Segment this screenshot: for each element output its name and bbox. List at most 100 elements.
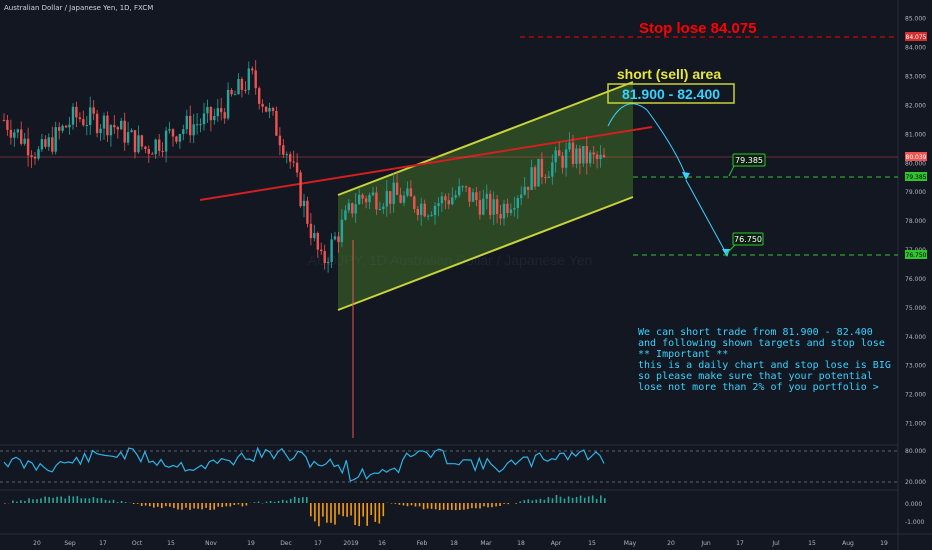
- rsi-tick-80: 80.000: [905, 448, 926, 455]
- price-tick-1: 84.000: [905, 45, 926, 52]
- candle-body: [195, 124, 199, 126]
- time-tick-13: Mar: [480, 540, 492, 547]
- macd-bar: [144, 503, 147, 506]
- time-tick-4: 15: [167, 540, 175, 547]
- candle-body: [320, 249, 323, 252]
- time-tick-10: 16: [378, 540, 386, 547]
- candle-body: [71, 106, 75, 125]
- candle-body: [599, 154, 602, 160]
- candle-body: [126, 132, 130, 143]
- candle-body: [416, 209, 419, 215]
- macd-pane[interactable]: 0.000 -1.000: [4, 495, 925, 527]
- target2-callout: 76.750: [725, 232, 764, 255]
- macd-bar: [4, 503, 6, 504]
- candle-body: [164, 130, 168, 152]
- note-line-5: this is a daily chart and stop lose is B…: [638, 360, 891, 371]
- candle-body: [499, 214, 502, 219]
- candle-body: [130, 130, 133, 133]
- macd-bar: [523, 500, 526, 503]
- macd-bar: [201, 503, 203, 510]
- macd-bar: [499, 503, 501, 506]
- macd-bar: [48, 497, 50, 503]
- macd-bar: [479, 503, 481, 509]
- candle-body: [168, 129, 171, 131]
- candle-body: [47, 137, 50, 147]
- candle-body: [209, 107, 213, 121]
- macd-bar: [12, 500, 14, 503]
- macd-bar: [112, 499, 115, 503]
- macd-bar: [455, 503, 457, 511]
- macd-histogram: [4, 495, 606, 527]
- candle-body: [213, 116, 216, 121]
- rsi-pane[interactable]: 80.000 20.000: [0, 446, 926, 486]
- macd-bar: [330, 503, 332, 523]
- target2-label: 76.750: [734, 235, 762, 244]
- stop-price-tag: 84.075: [905, 32, 927, 41]
- candle-body: [347, 203, 350, 211]
- ascending-channel: [338, 82, 633, 310]
- candle-body: [371, 192, 375, 196]
- macd-bar: [467, 503, 469, 510]
- time-tick-7: Dec: [280, 540, 292, 547]
- macd-bar: [108, 500, 111, 503]
- candle-body: [226, 90, 230, 119]
- candle-body: [306, 200, 309, 224]
- candle-body: [133, 130, 137, 153]
- time-axis[interactable]: 20 Sep 17 Oct 15 Nov 19 Dec 17 2019 16 Feb 18 Mar 18 Ap…: [33, 540, 888, 547]
- macd-bar: [237, 503, 240, 505]
- time-tick-20: 17: [736, 540, 744, 547]
- macd-bar: [559, 496, 562, 503]
- last-price-tag: 80.039: [905, 152, 927, 161]
- macd-bar: [495, 503, 497, 507]
- candle-body: [75, 106, 78, 118]
- macd-bar: [366, 503, 368, 526]
- macd-bar: [567, 496, 570, 503]
- candle-body: [337, 236, 340, 243]
- candle-body: [426, 215, 430, 217]
- macd-bar: [475, 503, 477, 509]
- candle-body: [478, 200, 482, 215]
- symbol-header[interactable]: Australian Dollar / Japanese Yen, 1D, FX…: [4, 4, 154, 12]
- candle-body: [489, 193, 492, 215]
- macd-bar: [241, 503, 244, 507]
- candle-body: [571, 142, 575, 164]
- candle-body: [595, 154, 599, 159]
- candle-body: [547, 176, 550, 178]
- macd-bar: [390, 503, 393, 504]
- macd-bar: [289, 498, 292, 503]
- candle-body: [340, 219, 344, 243]
- price-axis[interactable]: 85.000 84.000 83.000 82.000 81.000 80.000 79.0…: [905, 16, 926, 428]
- macd-bar: [100, 498, 103, 503]
- candle-body: [54, 127, 57, 152]
- macd-bar: [197, 503, 199, 509]
- candle-body: [289, 154, 292, 162]
- macd-bar: [257, 501, 260, 503]
- target1-callout: 79.385: [728, 153, 766, 177]
- macd-bar: [575, 497, 578, 503]
- candle-body: [237, 79, 240, 95]
- macd-bar: [52, 497, 54, 503]
- candle-body: [302, 200, 306, 207]
- macd-bar: [547, 497, 550, 503]
- candle-body: [216, 108, 219, 117]
- macd-bar: [273, 501, 276, 503]
- candle-body: [244, 89, 247, 91]
- macd-bar: [104, 499, 107, 503]
- candle-body: [592, 152, 595, 155]
- macd-bar: [189, 503, 191, 510]
- note-line-4: ** Important **: [638, 349, 729, 360]
- candle-body: [406, 188, 409, 196]
- svg-text:76.750: 76.750: [906, 252, 927, 259]
- time-tick-17: May: [624, 540, 637, 547]
- time-tick-6: 19: [247, 540, 255, 547]
- macd-bar: [338, 503, 340, 515]
- candle-body: [330, 239, 333, 262]
- macd-bar: [44, 496, 46, 503]
- macd-bar: [253, 502, 256, 503]
- time-tick-18: 20: [667, 540, 675, 547]
- macd-bar: [358, 503, 360, 527]
- candle-body: [313, 233, 316, 239]
- macd-bar: [140, 503, 143, 506]
